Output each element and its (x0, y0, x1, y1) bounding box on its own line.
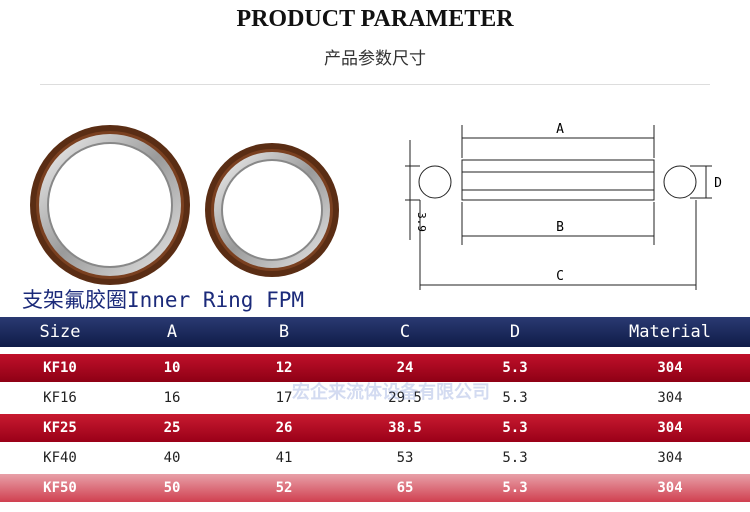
table-cell: KF40 (43, 450, 77, 466)
caption: 支架氟胶圈Inner Ring FPM (22, 288, 305, 312)
table-cell: 50 (163, 480, 181, 496)
ring-small (205, 143, 339, 277)
divider (40, 84, 710, 85)
table-cell: 12 (275, 360, 293, 376)
table-cell: 52 (275, 480, 293, 496)
column-header: Size (39, 322, 81, 342)
dim-b: B (556, 220, 564, 235)
dim-d: D (714, 176, 722, 191)
column-header: B (278, 322, 290, 342)
column-header: A (166, 322, 178, 342)
table-row: KF50 50 52 65 5.3 304 (0, 474, 750, 502)
table-cell: 29.5 (388, 390, 422, 406)
table-cell: 53 (396, 450, 414, 466)
table-cell: KF16 (43, 390, 77, 406)
table-cell: 41 (275, 450, 293, 466)
illustration: A B C D 3.9 (30, 122, 722, 290)
table-header: Size A B C D Material (0, 317, 750, 347)
technical-drawing (405, 125, 712, 290)
table-cell: 38.5 (388, 420, 422, 436)
column-header: Material (629, 322, 711, 342)
table-row: KF40 40 41 53 5.3 304 (0, 444, 750, 472)
table-cell: 17 (275, 390, 293, 406)
column-header: D (509, 322, 521, 342)
table-row: KF25 25 26 38.5 5.3 304 (0, 414, 750, 442)
table-cell: 5.3 (502, 420, 528, 436)
table-cell: 5.3 (502, 480, 528, 496)
table-cell: 304 (657, 360, 683, 376)
table-cell: 65 (396, 480, 414, 496)
table-cell: 10 (163, 360, 181, 376)
table-cell: 5.3 (502, 390, 528, 406)
subtitle: 产品参数尺寸 (324, 49, 426, 69)
table-cell: KF50 (43, 480, 77, 496)
table-cell: KF10 (43, 360, 77, 376)
watermark: 宏企来流体设备有限公司 (292, 382, 490, 403)
table-cell: 5.3 (502, 450, 528, 466)
table-cell: 40 (163, 450, 181, 466)
table-cell: 304 (657, 480, 683, 496)
dim-a: A (556, 122, 564, 137)
dim-thickness: 3.9 (415, 212, 428, 232)
table-cell: 25 (163, 420, 181, 436)
ring-large (30, 125, 190, 285)
table-cell: 5.3 (502, 360, 528, 376)
table-cell: 24 (396, 360, 414, 376)
table-cell: 304 (657, 420, 683, 436)
table-row: KF10 10 12 24 5.3 304 (0, 354, 750, 382)
dim-c: C (556, 269, 564, 284)
table-cell: 26 (275, 420, 293, 436)
column-header: C (399, 322, 411, 342)
table-cell: 304 (657, 390, 683, 406)
title: PRODUCT PARAMETER (236, 6, 514, 32)
table-cell: 304 (657, 450, 683, 466)
table-cell: 16 (163, 390, 181, 406)
table-row: KF16 16 17 29.5 5.3 304 (0, 384, 750, 412)
table-cell: KF25 (43, 420, 77, 436)
